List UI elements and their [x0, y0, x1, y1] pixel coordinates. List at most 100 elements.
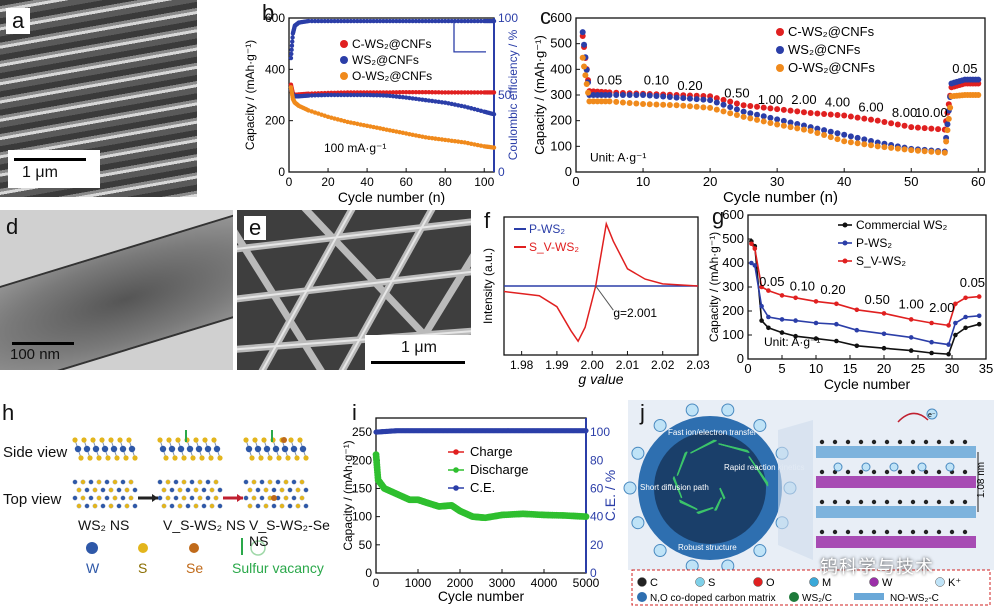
top-view-atom	[84, 503, 90, 509]
chart-b-point	[322, 18, 327, 24]
intercalated-k-ion	[917, 462, 927, 472]
top-view-atom	[193, 487, 199, 493]
side-view-se-atom	[281, 437, 287, 443]
carbon-atom	[884, 499, 890, 505]
x-tick-label: 5000	[573, 576, 600, 590]
chart-b-point	[436, 90, 441, 95]
k-ion	[653, 544, 667, 558]
carbon-atom	[936, 439, 942, 445]
top-view-atom	[303, 503, 309, 509]
chart-g-series-point	[963, 314, 968, 320]
panel-label-g: g	[712, 204, 725, 229]
x-tick-label: 30	[945, 361, 959, 376]
legend-entry: Charge	[470, 444, 513, 459]
chart-b-point	[478, 143, 484, 148]
legend-box	[631, 569, 991, 606]
legend-w-atom	[86, 542, 98, 554]
chart-b-point	[361, 122, 367, 128]
chart-c-point	[747, 115, 754, 122]
chart-f-svg: 1.98 1.99 2.00 2.01 2.02 2.03 g value Intensity…	[481, 216, 710, 387]
y-tick-label: 0	[737, 351, 744, 366]
side-view-w-atom	[195, 445, 203, 453]
chart-b-point	[429, 136, 435, 141]
chart-b-point	[420, 97, 425, 102]
legend-o-ws2-cnfs-marker	[340, 72, 348, 80]
chart-c-point	[581, 63, 588, 70]
chart-c-point	[686, 103, 693, 110]
top-view-atom	[263, 503, 269, 509]
k-ion	[753, 544, 767, 558]
top-view-atom	[88, 479, 94, 485]
carbon-atom	[845, 469, 851, 475]
chart-c-point	[713, 99, 720, 106]
top-view-atom	[279, 503, 285, 509]
chart-c-point	[754, 103, 761, 110]
side-view-w-atom	[204, 445, 212, 453]
chart-b-point	[355, 18, 360, 24]
chart-c-point	[780, 122, 787, 129]
top-view-atom	[173, 495, 179, 501]
chart-b-point	[420, 134, 425, 139]
rate-label: 1.00	[758, 92, 783, 107]
legend-atom	[869, 577, 879, 587]
x-tick-label: 20	[703, 174, 717, 189]
chart-b-point	[329, 18, 334, 24]
chart-b-point	[429, 98, 435, 104]
legend-atom-label: S	[708, 577, 715, 589]
chart-c-point	[646, 92, 653, 99]
chart-b-point	[491, 145, 497, 150]
k-ion	[653, 418, 667, 432]
top-view-atom	[88, 495, 94, 501]
side-view-s-atom	[114, 455, 120, 461]
chart-g-series-point	[908, 335, 914, 340]
y2-tick-label: 100	[590, 425, 610, 439]
top-view-atom	[92, 487, 98, 493]
chart-c-point	[780, 117, 787, 124]
electron-arrow	[897, 412, 929, 423]
y-axis-label: Capacity / (mAh·g⁻¹)	[243, 40, 257, 150]
legend-atom	[935, 577, 945, 587]
chart-b-point	[416, 18, 422, 24]
top-view-atom	[132, 487, 138, 493]
chart-b-point	[452, 102, 458, 107]
side-view-s-atom	[181, 455, 187, 461]
chart-b-point	[364, 123, 370, 128]
chart-c-point	[928, 125, 935, 132]
y2-tick-label: 80	[590, 453, 604, 467]
chart-b-point	[335, 18, 341, 24]
chart-c-point	[834, 130, 841, 137]
chart-g-series-point	[779, 330, 785, 335]
chart-b-point	[325, 18, 331, 24]
x-tick-label: 50	[904, 174, 918, 189]
chart-c-point	[847, 139, 854, 146]
chart-b-point	[338, 18, 344, 24]
carbon-atom	[871, 499, 877, 505]
top-view-atom	[165, 479, 171, 485]
side-view-s-atom	[166, 437, 172, 443]
chart-b-point	[459, 90, 464, 95]
top-view-atom	[124, 503, 130, 509]
chart-c-point	[619, 99, 626, 106]
chart-b-point	[358, 92, 363, 98]
rate-label: 0.20	[677, 78, 702, 93]
top-view-atom	[299, 495, 305, 501]
chart-b-point	[442, 100, 448, 105]
side-view-w-atom	[245, 445, 253, 453]
chart-g-series-point	[929, 350, 934, 356]
y-tick-label: 600	[722, 207, 744, 222]
chart-b-point	[387, 90, 393, 95]
chart-c: 0 10 20 30 40 50 60 0 100 200 300 400 500 600 Cycle nu…	[530, 0, 994, 206]
legend-matrix-icon	[637, 592, 647, 602]
chart-g-series-point	[759, 303, 764, 309]
chart-b-point	[472, 18, 477, 24]
chart-b-point	[400, 90, 406, 95]
top-view-atom	[108, 503, 114, 509]
chart-c-point	[794, 108, 801, 115]
chart-c-point	[733, 100, 740, 107]
chart-c-point	[727, 110, 734, 117]
intercalated-k-ion	[861, 462, 871, 472]
chart-b-point	[472, 142, 477, 147]
chart-c-point	[787, 119, 794, 126]
scale-bar-d: 100 nm	[8, 340, 108, 368]
chart-c-point	[807, 109, 814, 116]
